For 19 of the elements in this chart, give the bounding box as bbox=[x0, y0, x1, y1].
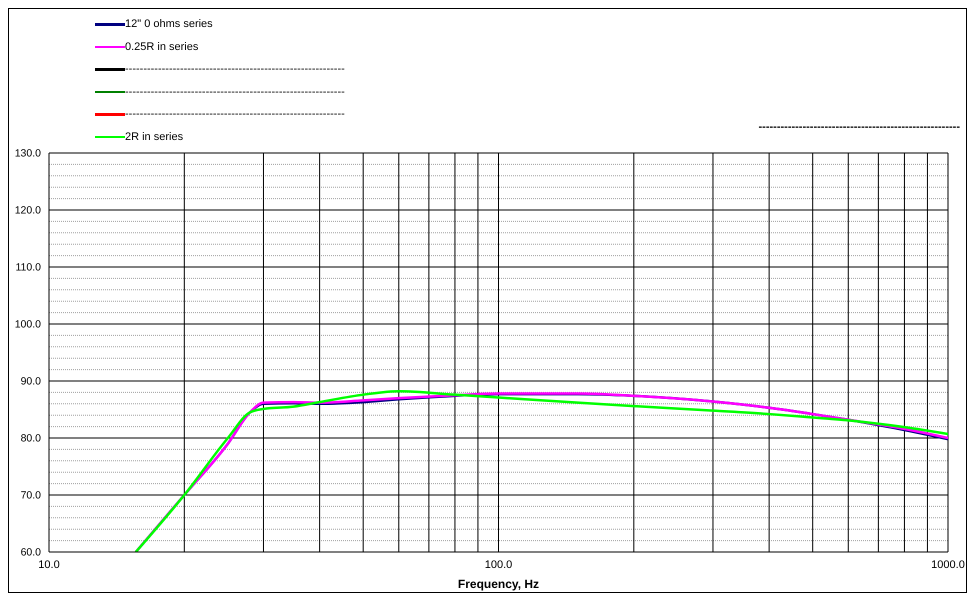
y-tick-label: 90.0 bbox=[20, 376, 42, 388]
y-tick-label: 100.0 bbox=[14, 318, 42, 331]
x-axis-title: Frequency, Hz bbox=[458, 577, 540, 591]
text: ------------------------------------------------------- bbox=[758, 121, 960, 133]
y-tick-label: 120.0 bbox=[14, 204, 42, 217]
legend-label: 0.25R in series bbox=[125, 40, 198, 53]
legend-label: 12" 0 ohms series bbox=[125, 18, 213, 30]
x-tick-label: 100.0 bbox=[484, 558, 512, 571]
x-tick-label: 1000.0 bbox=[931, 558, 965, 571]
legend-label: ------------------------------------------------------------ bbox=[125, 108, 345, 120]
legend-label: 2R in series bbox=[125, 130, 184, 143]
y-tick-label: 60.0 bbox=[20, 546, 42, 559]
legend-label: ------------------------------------------------------------ bbox=[125, 86, 345, 98]
legend-label: ------------------------------------------------------------ bbox=[125, 63, 345, 76]
y-tick-label: 130.0 bbox=[14, 148, 42, 160]
y-tick-label: 110.0 bbox=[16, 262, 42, 274]
y-tick-label: 80.0 bbox=[20, 432, 42, 445]
x-tick-label: 10.0 bbox=[38, 558, 60, 571]
y-tick-label: 70.0 bbox=[20, 490, 42, 502]
